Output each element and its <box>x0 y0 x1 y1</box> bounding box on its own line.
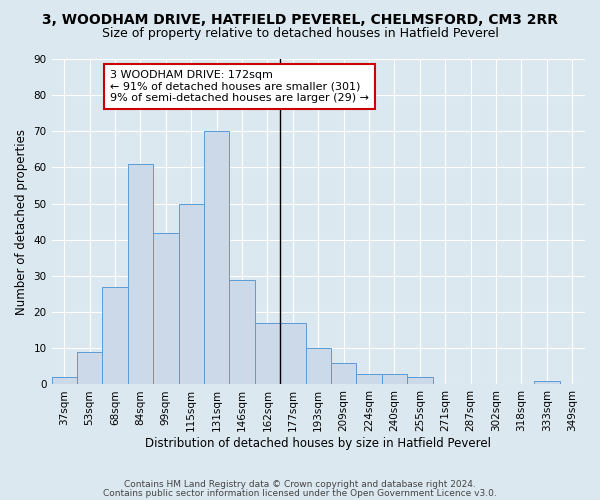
Bar <box>280 323 305 384</box>
Bar <box>255 323 280 384</box>
X-axis label: Distribution of detached houses by size in Hatfield Peverel: Distribution of detached houses by size … <box>145 437 491 450</box>
Bar <box>305 348 331 384</box>
Bar <box>103 287 128 384</box>
Bar <box>153 232 179 384</box>
Text: 3 WOODHAM DRIVE: 172sqm
← 91% of detached houses are smaller (301)
9% of semi-de: 3 WOODHAM DRIVE: 172sqm ← 91% of detache… <box>110 70 369 103</box>
Bar <box>204 132 229 384</box>
Bar <box>382 374 407 384</box>
Y-axis label: Number of detached properties: Number of detached properties <box>15 128 28 314</box>
Bar <box>229 280 255 384</box>
Text: Contains HM Land Registry data © Crown copyright and database right 2024.: Contains HM Land Registry data © Crown c… <box>124 480 476 489</box>
Bar <box>77 352 103 384</box>
Bar <box>179 204 204 384</box>
Bar <box>331 363 356 384</box>
Bar <box>128 164 153 384</box>
Bar <box>356 374 382 384</box>
Bar <box>52 377 77 384</box>
Bar <box>407 377 433 384</box>
Text: Contains public sector information licensed under the Open Government Licence v3: Contains public sector information licen… <box>103 489 497 498</box>
Bar <box>534 381 560 384</box>
Text: 3, WOODHAM DRIVE, HATFIELD PEVEREL, CHELMSFORD, CM3 2RR: 3, WOODHAM DRIVE, HATFIELD PEVEREL, CHEL… <box>42 12 558 26</box>
Text: Size of property relative to detached houses in Hatfield Peverel: Size of property relative to detached ho… <box>101 28 499 40</box>
